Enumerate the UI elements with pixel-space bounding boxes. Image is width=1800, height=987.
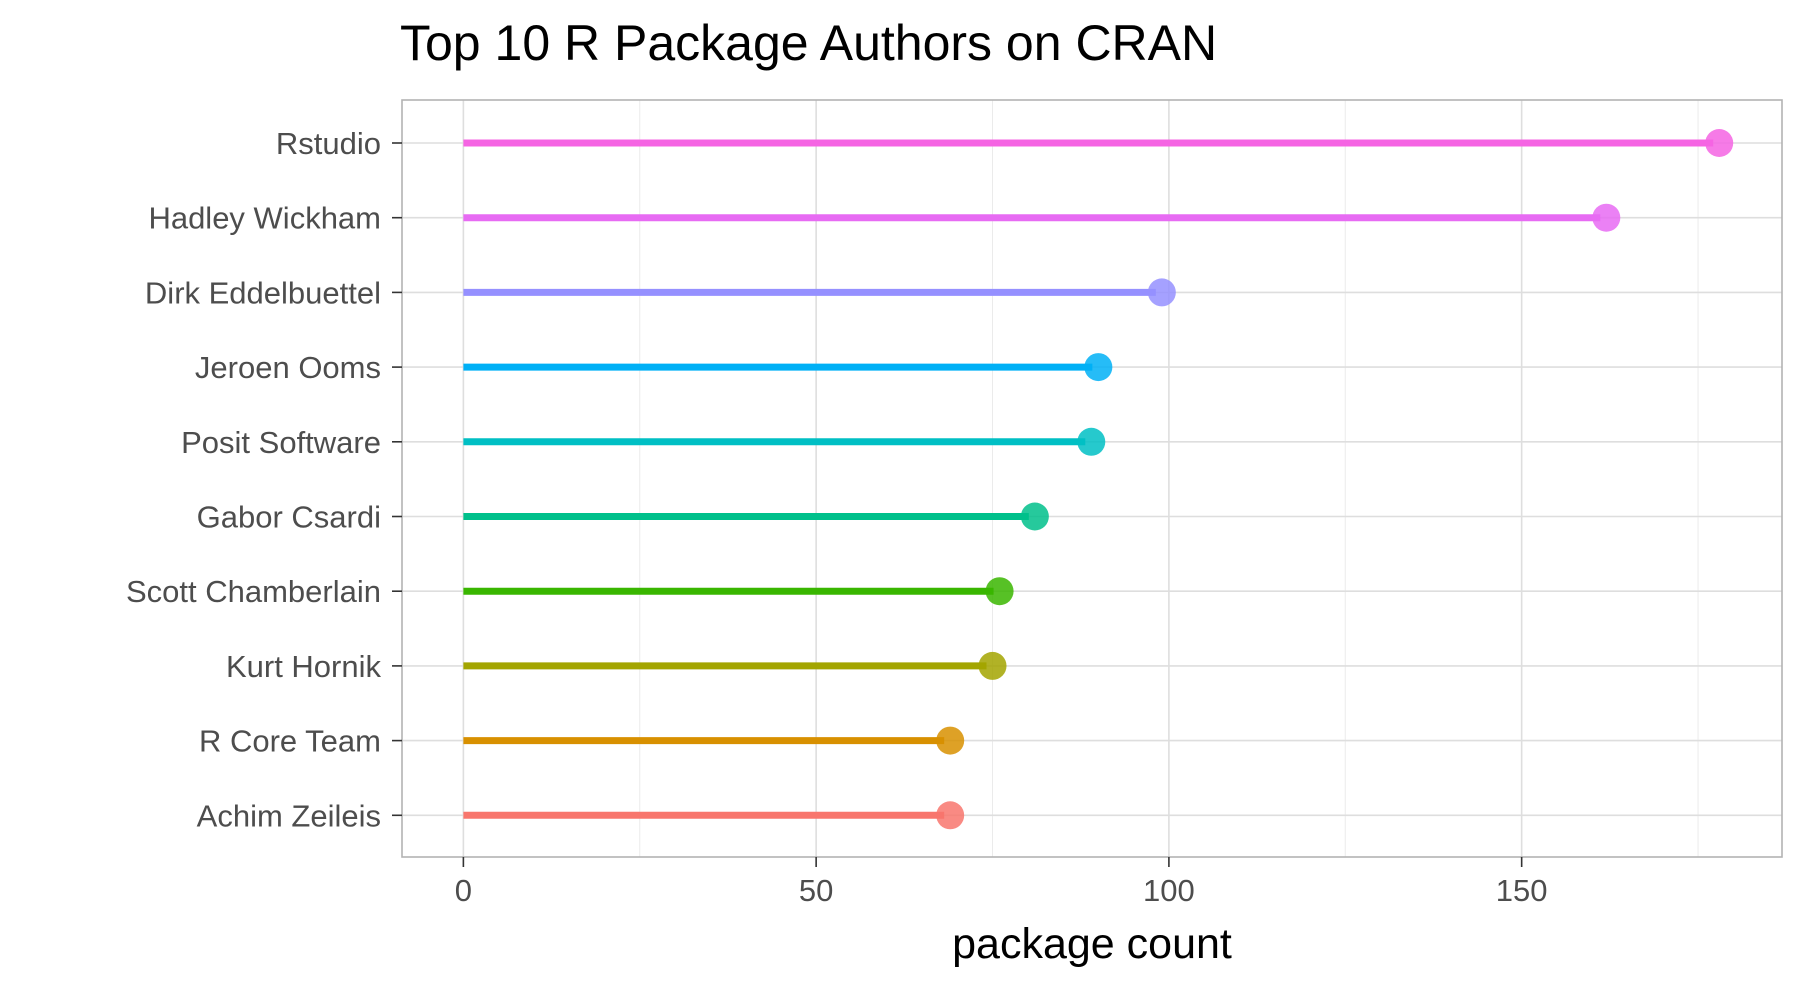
lollipop-point	[985, 577, 1014, 606]
plot-panel-border	[401, 99, 1783, 858]
x-axis-label: package count	[952, 920, 1232, 968]
x-axis: 0 50 100 150	[455, 857, 1548, 908]
y-tick-label: Jeroen Ooms	[195, 350, 381, 385]
y-axis: Rstudio Hadley Wickham Dirk Eddelbuettel Je…	[126, 126, 402, 833]
y-tick-label: Kurt Hornik	[226, 649, 382, 684]
lollipop-point	[1147, 278, 1176, 307]
lollipop-point	[1705, 129, 1734, 157]
y-tick-label: Achim Zeileis	[197, 798, 381, 833]
x-tick-label: 100	[1143, 873, 1195, 908]
chart-title: Top 10 R Package Authors on CRAN	[400, 15, 1217, 71]
y-tick-label: Dirk Eddelbuettel	[145, 275, 381, 310]
lollipop-point	[1077, 427, 1106, 456]
x-tick-label: 150	[1496, 873, 1548, 908]
y-tick-label: Rstudio	[276, 126, 381, 161]
lollipop-point	[936, 801, 965, 830]
minor-gridlines	[639, 100, 1699, 857]
lollipop-point	[1020, 502, 1049, 531]
y-tick-label: R Core Team	[199, 724, 381, 759]
y-tick-label: Gabor Csardi	[197, 500, 381, 535]
lollipop-point	[936, 726, 965, 755]
lollipop-point	[978, 651, 1007, 680]
y-tick-label: Posit Software	[181, 425, 381, 460]
lollipop-point	[1592, 203, 1621, 232]
lollipop-point	[1084, 353, 1113, 382]
lollipop-marks	[463, 129, 1734, 830]
x-tick-label: 50	[799, 873, 833, 908]
x-tick-label: 0	[455, 873, 472, 908]
y-tick-label: Hadley Wickham	[148, 201, 381, 236]
y-tick-label: Scott Chamberlain	[126, 574, 381, 609]
